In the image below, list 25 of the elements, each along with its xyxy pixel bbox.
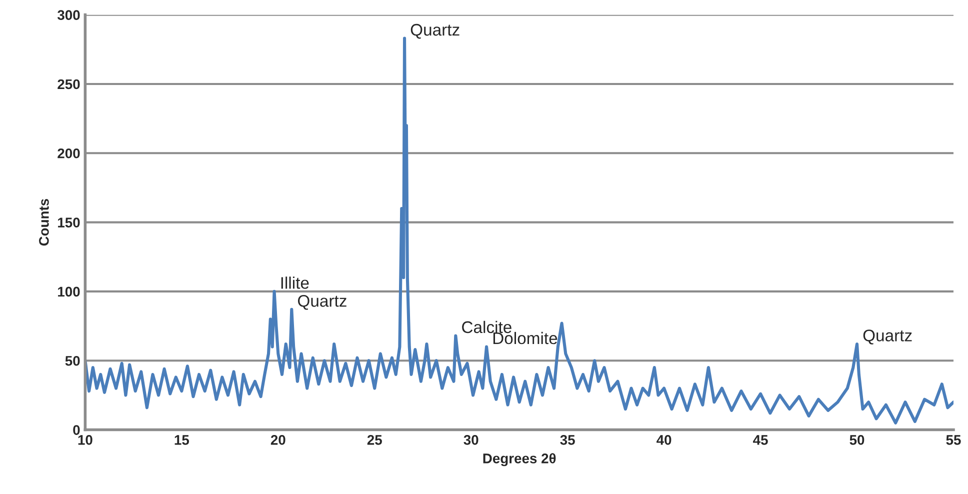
annotation: Dolomite bbox=[493, 332, 558, 344]
annotation: Quartz bbox=[298, 295, 346, 310]
y-tick-label: 0 bbox=[73, 425, 80, 435]
annotation: Quartz bbox=[410, 24, 460, 39]
y-tick-label: 50 bbox=[65, 356, 80, 366]
x-tick-label: 30 bbox=[464, 435, 478, 445]
x-tick-label: 45 bbox=[753, 435, 768, 445]
y-axis-title: Counts bbox=[39, 198, 49, 246]
x-tick-label: 20 bbox=[270, 435, 286, 445]
x-tick-label: 35 bbox=[560, 435, 575, 445]
x-tick-label: 55 bbox=[946, 435, 961, 445]
x-tick-label: 40 bbox=[656, 435, 672, 445]
y-tick-label: 150 bbox=[58, 218, 80, 228]
annotation: Calcite bbox=[462, 320, 512, 334]
y-tick-label: 200 bbox=[58, 148, 80, 158]
x-tick-label: 10 bbox=[78, 435, 92, 445]
annotation: Illite bbox=[281, 276, 309, 289]
x-tick-label: 25 bbox=[367, 435, 382, 445]
y-tick-label: 300 bbox=[57, 10, 80, 20]
annotation: Quartz bbox=[863, 330, 912, 344]
y-tick-label: 250 bbox=[58, 79, 80, 90]
x-tick-label: 15 bbox=[174, 435, 189, 445]
x-tick-label: 50 bbox=[850, 435, 864, 445]
x-axis-title: Degrees 2θ bbox=[483, 453, 556, 466]
y-tick-label: 100 bbox=[58, 286, 80, 297]
